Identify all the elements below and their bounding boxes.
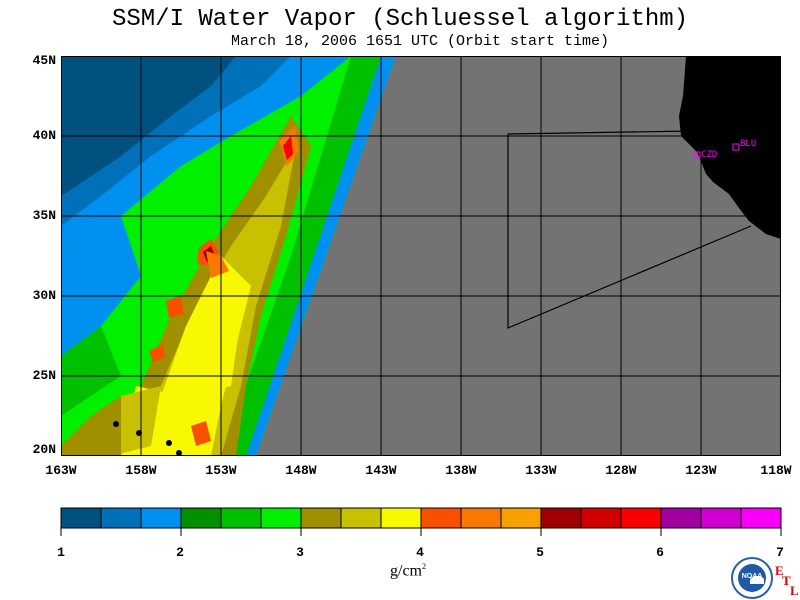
lon-label: 118W <box>760 463 792 478</box>
lon-label: 148W <box>285 463 317 478</box>
domain-outline <box>507 130 752 329</box>
lat-label: 40N <box>32 128 56 143</box>
colorbar-swatch <box>300 507 342 529</box>
map-subtitle: March 18, 2006 1651 UTC (Orbit start tim… <box>230 33 610 50</box>
colorbar <box>60 507 782 536</box>
lon-label: 153W <box>205 463 237 478</box>
lat-label: 35N <box>32 208 56 223</box>
lon-label: 143W <box>365 463 397 478</box>
colorbar-tick: 1 <box>57 545 65 560</box>
colorbar-swatch <box>180 507 222 529</box>
colorbar-swatch <box>580 507 622 529</box>
map-border <box>61 56 781 456</box>
map-grid <box>61 56 781 456</box>
lon-label: 158W <box>125 463 157 478</box>
colorbar-swatch <box>140 507 182 529</box>
lon-label: 138W <box>445 463 477 478</box>
colorbar-swatch <box>420 507 462 529</box>
station-label: CZD <box>701 150 717 160</box>
colorbar-swatch <box>220 507 262 529</box>
map-panel: CZD BLU <box>61 56 781 456</box>
noaa-logo[interactable]: NOAA <box>731 557 773 599</box>
colorbar-swatch <box>60 507 102 529</box>
lon-label: 123W <box>685 463 717 478</box>
colorbar-swatch <box>460 507 502 529</box>
noaa-logo-text: NOAA <box>741 573 763 580</box>
colorbar-swatch <box>100 507 142 529</box>
lat-label: 25N <box>32 368 56 383</box>
colorbar-tick: 7 <box>776 545 784 560</box>
colorbar-swatch <box>660 507 702 529</box>
colorbar-swatch <box>340 507 382 529</box>
colorbar-tick: 5 <box>536 545 544 560</box>
seagull-icon <box>750 576 764 584</box>
colorbar-swatch <box>260 507 302 529</box>
lon-label: 128W <box>605 463 637 478</box>
colorbar-tick: 4 <box>416 545 424 560</box>
lon-label: 133W <box>525 463 557 478</box>
station-blu[interactable]: BLU <box>732 139 756 151</box>
colorbar-tick: 3 <box>296 545 304 560</box>
etl-letter: T <box>782 573 791 588</box>
colorbar-swatch <box>500 507 542 529</box>
colorbar-swatch <box>540 507 582 529</box>
noaa-logo-disc <box>738 564 766 592</box>
colorbar-tick: 2 <box>176 545 184 560</box>
etl-letter: E <box>775 563 784 578</box>
colorbar-swatch <box>740 507 782 529</box>
lat-label: 30N <box>32 288 56 303</box>
station-czd[interactable]: CZD <box>693 150 717 160</box>
colorbar-swatch <box>700 507 742 529</box>
map-title: SSM/I Water Vapor (Schluessel algorithm) <box>111 6 689 33</box>
lat-label: 20N <box>32 442 56 457</box>
lat-label: 45N <box>32 53 56 68</box>
colorbar-swatch <box>620 507 662 529</box>
colorbar-swatch <box>380 507 422 529</box>
units-label: g/cm2 <box>390 562 426 580</box>
lon-label: 163W <box>45 463 77 478</box>
land-mass <box>679 56 781 239</box>
etl-letter: L <box>790 583 799 598</box>
colorbar-tick: 6 <box>656 545 664 560</box>
station-label: BLU <box>740 139 756 149</box>
